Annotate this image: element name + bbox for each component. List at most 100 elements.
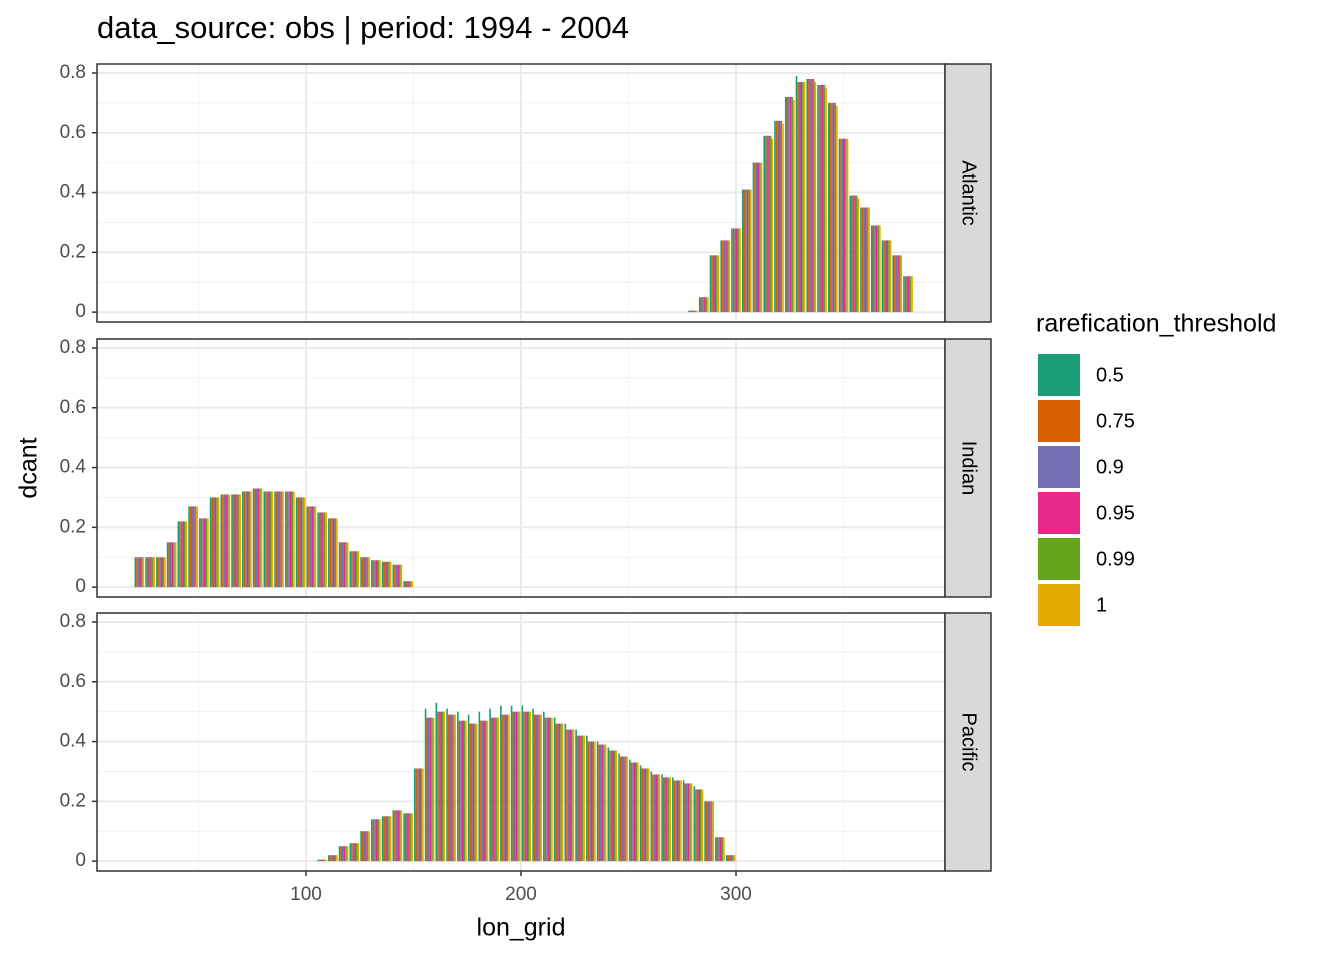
legend-label: 0.99: [1096, 548, 1135, 570]
bar: [737, 228, 740, 313]
bar: [811, 78, 813, 313]
bar: [601, 744, 604, 862]
bar: [345, 542, 347, 588]
bar: [619, 756, 622, 862]
bar: [523, 711, 525, 862]
bar: [494, 717, 496, 862]
series: [323, 711, 734, 862]
bar: [818, 84, 821, 313]
bar: [672, 777, 674, 862]
bar: [431, 717, 433, 862]
bar: [851, 195, 853, 313]
bar: [723, 837, 725, 862]
bar: [650, 771, 653, 862]
bar: [379, 560, 381, 588]
bar: [667, 777, 670, 862]
series: [136, 488, 407, 588]
bar: [721, 837, 724, 862]
bar: [148, 557, 151, 588]
bar: [314, 506, 317, 588]
bar: [386, 816, 389, 862]
bar: [414, 768, 416, 862]
series: [691, 78, 909, 313]
y-tick-label: 0.8: [60, 62, 86, 83]
bar: [732, 855, 734, 862]
bar: [328, 855, 330, 862]
bar: [699, 789, 702, 862]
strip: [944, 612, 992, 872]
bar: [575, 729, 577, 862]
bar: [136, 557, 138, 588]
bar: [696, 789, 699, 862]
bar: [551, 717, 553, 862]
bar: [392, 810, 395, 862]
bar: [428, 717, 430, 862]
bar: [263, 491, 266, 588]
bar: [411, 813, 413, 862]
series: [317, 702, 728, 862]
bar: [243, 491, 246, 588]
bar: [784, 96, 787, 313]
bar: [185, 521, 188, 588]
bar: [465, 720, 467, 862]
bar: [706, 297, 709, 313]
bar: [352, 551, 355, 588]
bar: [572, 729, 575, 862]
bar: [408, 581, 410, 588]
y-tick-label: 0.6: [60, 671, 86, 692]
bar: [661, 774, 663, 862]
bar: [309, 506, 312, 588]
bar: [411, 581, 413, 588]
bar: [561, 723, 564, 862]
bar: [191, 506, 194, 588]
bar: [458, 720, 461, 862]
bar: [647, 768, 650, 862]
bar: [365, 557, 367, 588]
bar: [535, 714, 538, 862]
bar: [806, 78, 809, 313]
bar: [658, 774, 661, 862]
bar: [418, 768, 421, 862]
bar: [766, 135, 769, 313]
bar: [286, 491, 289, 588]
bar: [909, 276, 912, 313]
bar: [607, 747, 610, 862]
bar: [560, 723, 562, 862]
bar: [691, 310, 694, 313]
bar: [388, 561, 390, 588]
strip-label: Pacific: [958, 713, 980, 772]
bar: [723, 240, 726, 313]
bar: [714, 255, 717, 313]
bar: [349, 843, 352, 862]
bar: [564, 723, 567, 862]
bar: [495, 717, 498, 862]
bar: [332, 518, 335, 588]
bar: [162, 557, 165, 588]
bar: [157, 557, 160, 588]
x-tick-label: 100: [290, 884, 322, 905]
bar: [371, 560, 373, 588]
bar: [904, 276, 907, 313]
bar: [635, 762, 638, 862]
strip: [944, 63, 992, 323]
bar: [349, 551, 352, 588]
bar: [381, 561, 384, 588]
bar: [250, 491, 252, 588]
strip: [944, 338, 992, 598]
bar: [483, 720, 485, 862]
bar: [698, 297, 701, 313]
bar: [589, 741, 591, 862]
bar: [546, 717, 548, 862]
bar: [729, 855, 731, 862]
bar: [717, 255, 720, 313]
bar: [188, 506, 190, 588]
bar: [510, 705, 513, 862]
bar: [395, 810, 398, 862]
bar: [686, 783, 688, 862]
bar: [252, 488, 255, 588]
bar: [629, 759, 631, 862]
bar: [777, 120, 780, 313]
bar: [432, 717, 435, 862]
bar: [366, 831, 369, 862]
